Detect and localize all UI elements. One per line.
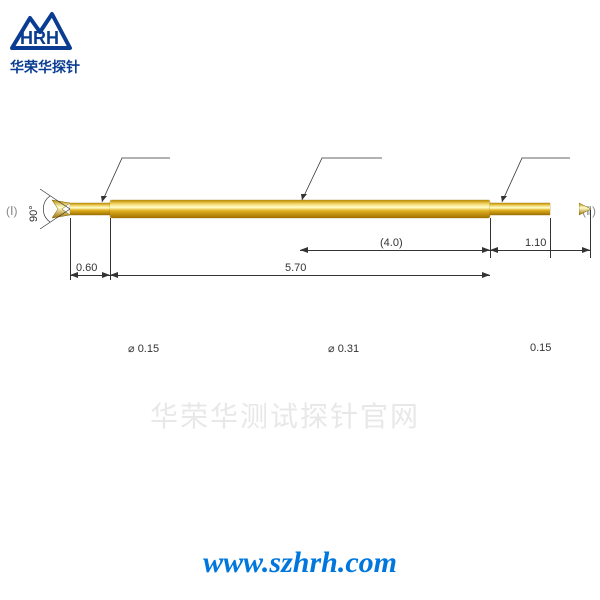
dim-label-b: 5.70 xyxy=(285,262,306,274)
logo-mark-icon: HRH xyxy=(10,10,80,55)
dim-label-d: 1.10 xyxy=(525,237,546,249)
dim-label-a: 0.60 xyxy=(76,262,97,274)
ext-line xyxy=(110,218,111,280)
ext-line xyxy=(550,218,551,258)
ext-line xyxy=(70,218,71,280)
ext-line xyxy=(590,210,591,258)
callout-d1 xyxy=(100,150,180,210)
diameter-symbol: ⌀ xyxy=(128,343,135,355)
angle-value: 90° xyxy=(28,205,40,222)
callout-d1-value: 0.15 xyxy=(138,343,159,355)
probe-right-tip-icon xyxy=(579,191,597,232)
website-url: www.szhrh.com xyxy=(0,546,600,580)
callout-d3 xyxy=(500,150,580,210)
diagram-page: HRH 华荣华探针 (Ⅰ) (Ⅱ) 华荣华测试探针官网 xyxy=(0,0,600,600)
logo-letters: HRH xyxy=(20,28,59,48)
callout-d1-label: ⌀ 0.15 xyxy=(128,342,159,355)
arrow-icon xyxy=(482,272,490,278)
arrow-icon xyxy=(102,272,110,278)
callout-d2-label: ⌀ 0.31 xyxy=(328,342,359,355)
dim-line-b xyxy=(110,275,490,276)
arrow-icon xyxy=(300,247,308,253)
watermark-text: 华荣华测试探针官网 xyxy=(150,395,420,435)
callout-d2-value: 0.31 xyxy=(338,343,359,355)
arrow-icon xyxy=(110,272,118,278)
arrow-icon xyxy=(482,247,490,253)
side-marker-left: (Ⅰ) xyxy=(6,204,18,218)
arrow-icon xyxy=(582,247,590,253)
arrow-icon xyxy=(490,247,498,253)
dim-line-d xyxy=(490,250,590,251)
brand-logo: HRH 华荣华探针 xyxy=(10,10,80,77)
callout-d2 xyxy=(300,150,390,207)
callout-d3-value: 0.15 xyxy=(530,342,551,354)
dim-line-c xyxy=(300,250,490,251)
dim-label-c: (4.0) xyxy=(380,237,403,249)
diameter-symbol: ⌀ xyxy=(328,343,335,355)
logo-chinese-text: 华荣华探针 xyxy=(10,57,80,77)
